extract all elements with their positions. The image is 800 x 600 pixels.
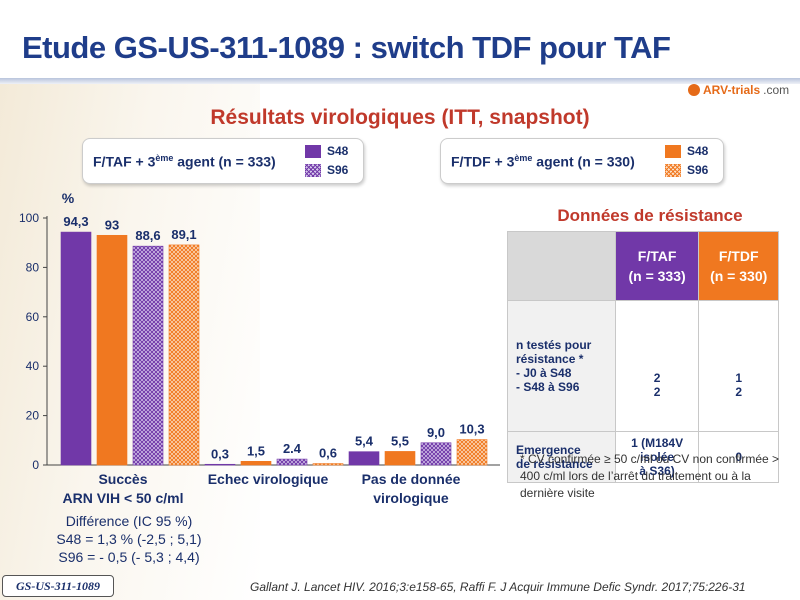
y-axis-label: %: [62, 190, 75, 206]
col-header-taf: F/TAF (n = 333): [614, 231, 700, 301]
legend-taf: F/TAF + 3ème agent (n = 333) S48 S96: [82, 138, 364, 184]
y-tick-label: 0: [32, 458, 39, 472]
table-corner: [507, 231, 616, 301]
legend-taf-s48: S48: [327, 144, 349, 158]
y-tick-label: 40: [26, 359, 40, 373]
category-label: Pas de donnée: [362, 471, 461, 487]
bar: [132, 245, 164, 466]
data-label: 88,6: [135, 228, 160, 243]
category-label: virologique: [373, 490, 449, 506]
legend-swatch-tdf-s48: [665, 145, 681, 158]
data-label: 0,6: [319, 446, 337, 461]
data-label: 9,0: [427, 425, 445, 440]
bar: [204, 463, 236, 466]
resistance-table: F/TAF (n = 333) F/TDF (n = 330) n testés p…: [507, 231, 779, 483]
legend-swatch-taf-s96: [305, 164, 321, 177]
legend-tdf-label: F/TDF + 3ème agent (n = 330): [451, 153, 635, 170]
logo-suffix: .com: [763, 83, 790, 97]
legend-tdf-s48: S48: [687, 144, 709, 158]
logo-brand: ARV-trials: [703, 83, 761, 97]
data-label: 1,5: [247, 443, 265, 458]
legend-tdf: F/TDF + 3ème agent (n = 330) S48 S96: [440, 138, 724, 184]
data-label: 89,1: [171, 227, 196, 242]
difference-block: Différence (IC 95 %) S48 = 1,3 % (-2,5 ;…: [30, 512, 228, 566]
page-title: Etude GS-US-311-1089 : switch TDF pour T…: [22, 30, 671, 65]
difference-s48: S48 = 1,3 % (-2,5 ; 5,1): [56, 531, 202, 547]
bar: [348, 451, 380, 466]
data-label: 94,3: [63, 214, 88, 229]
chart-subtitle: Résultats virologiques (ITT, snapshot): [210, 106, 590, 129]
y-tick-label: 80: [26, 260, 40, 274]
bar: [96, 234, 128, 466]
bar: [60, 231, 92, 466]
data-label: 10,3: [459, 422, 484, 437]
row-header-tested: n testés pour résistance * - J0 à S48- S48…: [507, 300, 616, 432]
difference-heading: Différence (IC 95 %): [65, 513, 193, 529]
row-header-emergence: Emergence de résistance: [507, 431, 616, 483]
data-label: 5,4: [355, 434, 374, 449]
bar: [456, 439, 488, 466]
legend-swatch-taf-s48: [305, 145, 321, 158]
brand-logo: ARV-trials .com: [688, 83, 789, 97]
bar: [168, 244, 200, 466]
category-label: Succès: [98, 471, 147, 487]
table-row: n testés pour résistance * - J0 à S48- S48…: [507, 300, 779, 432]
logo-icon: [688, 84, 700, 96]
data-label: 93: [105, 217, 119, 232]
bar: [420, 442, 452, 466]
cell-emergence-tdf: 0: [698, 431, 779, 483]
y-tick-label: 20: [26, 409, 40, 423]
bar: [276, 458, 308, 466]
legend-taf-label: F/TAF + 3ème agent (n = 333): [93, 153, 276, 170]
legend-taf-s96: S96: [327, 163, 349, 177]
bar: [384, 451, 416, 466]
category-label: ARN VIH < 50 c/ml: [63, 490, 184, 506]
legend-swatch-tdf-s96: [665, 164, 681, 177]
y-tick-label: 60: [26, 310, 40, 324]
title-rule: [0, 78, 800, 84]
legend-tdf-s96: S96: [687, 163, 709, 177]
y-tick-label: 100: [19, 211, 39, 225]
data-label: 0,3: [211, 446, 229, 461]
reference-citation: Gallant J. Lancet HIV. 2016;3:e158-65, R…: [250, 580, 746, 594]
category-label: Echec virologique: [208, 471, 329, 487]
table-row: Emergence de résistance 1 (M184V isolée à S…: [507, 431, 779, 483]
resistance-footnote: * CV confirmée ≥ 50 c/ml ou CV non confi…: [520, 452, 780, 500]
data-label: 5,5: [391, 433, 409, 448]
bar: [312, 463, 344, 466]
study-tag: GS-US-311-1089: [2, 575, 114, 597]
difference-s96: S96 = - 0,5 (- 5,3 ; 4,4): [58, 549, 200, 565]
data-label: 2.4: [283, 441, 302, 456]
bar: [240, 460, 272, 466]
col-header-tdf: F/TDF (n = 330): [698, 231, 779, 301]
resistance-title: Données de résistance: [557, 206, 743, 225]
